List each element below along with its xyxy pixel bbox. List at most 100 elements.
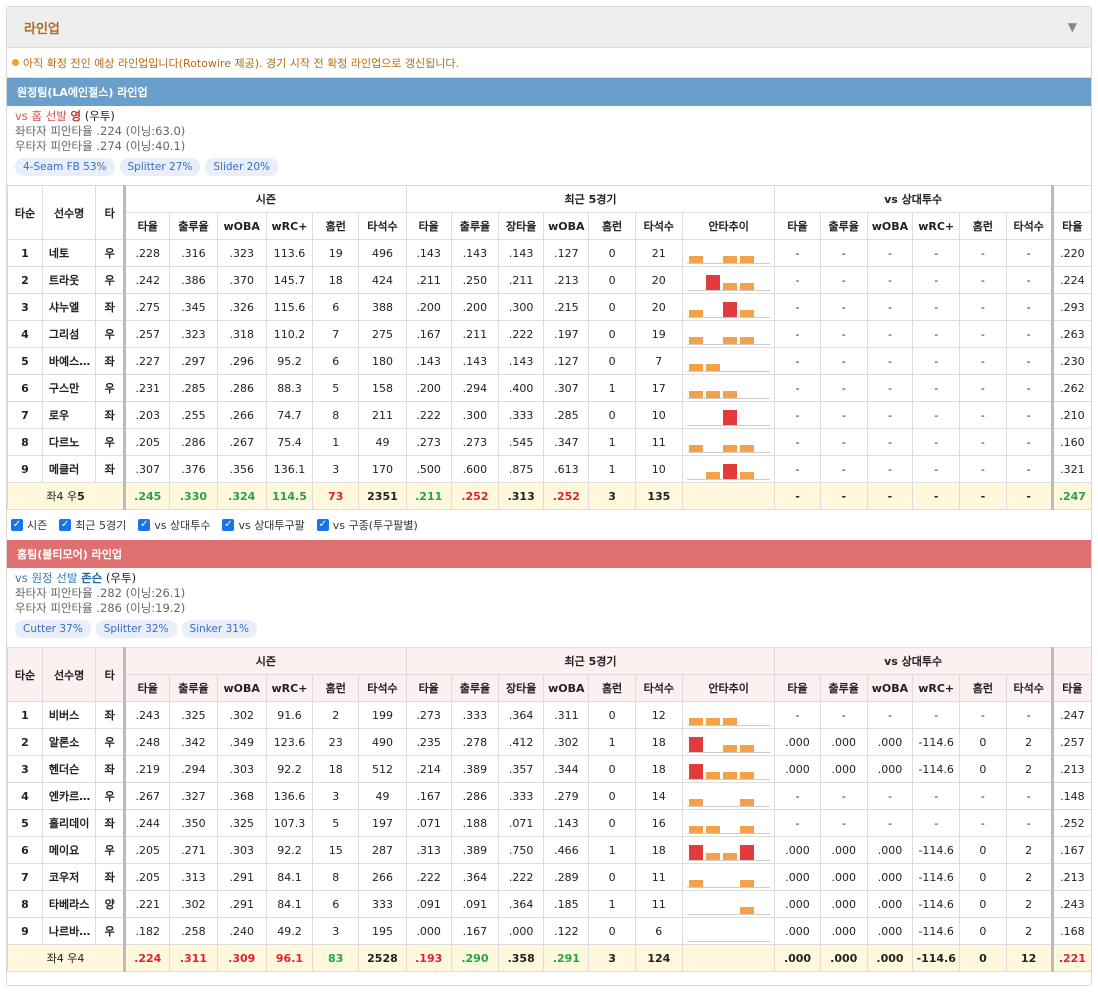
col-recent-stat[interactable]: 안타추이 [681,212,776,240]
table-row[interactable]: 6 메이요 우 .205.271.303 92.2 15 287.313.389.750.4… [7,836,1091,864]
col-vs-stat[interactable]: 타율 [774,212,821,240]
col-vs-stat[interactable]: wOBA [866,674,914,702]
checkbox-checked-icon[interactable]: ✓ [11,519,23,531]
col-recent-stat[interactable]: 출루율 [450,212,500,240]
col-season-stat[interactable]: wRC+ [265,674,314,702]
col-recent-stat[interactable]: wOBA [543,674,590,702]
col-season-stat[interactable]: 타율 [123,212,171,240]
starter-name[interactable]: 영 [70,109,82,123]
table-row[interactable]: 6 구스만 우 .231.285.286 88.3 5 158.200.294.400.30… [7,374,1091,402]
table-row[interactable]: 4 그리섬 우 .257.323.318 110.2 7 275.167.211.222.1… [7,320,1091,348]
player-name[interactable]: 바예스테로스 [41,347,97,375]
check-season[interactable]: ✓ 시즌 [11,519,48,532]
col-vs-stat[interactable]: 타석수 [1005,212,1053,240]
col-season-stat[interactable]: 출루율 [169,674,218,702]
col-recent-stat[interactable]: 타율 [405,674,452,702]
collapse-caret-icon[interactable]: ▼ [1067,20,1077,34]
table-row[interactable]: 5바예스테로스좌.227.297.29695.26180.143.143.143… [7,347,1091,375]
batting-order: 9 [7,917,43,945]
player-name[interactable]: 트라웃 [41,266,97,294]
col-order[interactable]: 타순 [7,647,43,702]
player-name[interactable]: 그리섬 [41,320,97,348]
table-row[interactable]: 9 나르바에스 우 .182.258.240 49.2 3 195.000.167.000.… [7,917,1091,945]
col-recent-stat[interactable]: 안타추이 [681,674,776,702]
col-season-stat[interactable]: 출루율 [169,212,218,240]
col-vs-stat[interactable]: 출루율 [819,212,868,240]
recent-stat: 1 [588,836,636,864]
col-season-stat[interactable]: wRC+ [265,212,314,240]
check-vs-pitch-type[interactable]: ✓ vs 구종(투구팔별) [316,519,418,532]
checkbox-checked-icon[interactable]: ✓ [138,519,151,531]
col-season-stat[interactable]: 타율 [123,674,171,702]
player-name[interactable]: 샤누엘 [41,293,97,321]
col-recent-stat[interactable]: 타율 [405,212,452,240]
table-row[interactable]: 1 네토 우 .228.316.323 113.6 19 496.143.143.143.1… [7,239,1091,267]
player-name[interactable]: 로우 [41,401,97,429]
player-name[interactable]: 코우저 [41,863,97,891]
col-vs-stat[interactable]: 홈런 [959,674,1007,702]
checkbox-checked-icon[interactable]: ✓ [59,519,72,531]
col-season-stat[interactable]: 홈런 [312,212,360,240]
player-name[interactable]: 메이요 [41,836,97,864]
col-vs-stat[interactable]: wRC+ [912,674,961,702]
col-vs-stat[interactable]: wRC+ [912,212,961,240]
col-recent-stat[interactable]: 출루율 [450,674,500,702]
col-recent-stat[interactable]: wOBA [543,212,590,240]
check-vs-arm[interactable]: ✓ vs 상대투구팔 [222,519,305,532]
table-row[interactable]: 8 다르노 우 .205.286.267 75.4 1 49.273.273.545.347… [7,428,1091,456]
table-row[interactable]: 3 헨더슨 좌 .219.294.303 92.2 18 512.214.389.357.3… [7,755,1091,783]
table-row[interactable]: 9 메클러 좌 .307.376.356 136.1 3 170.500.600.875.6… [7,455,1091,483]
player-name[interactable]: 구스만 [41,374,97,402]
col-vs-stat[interactable]: 타석수 [1005,674,1053,702]
table-row[interactable]: 2 트라웃 우 .242.386.370 145.7 18 424.211.250.211.… [7,266,1091,294]
table-row[interactable]: 3 샤누엘 좌 .275.345.326 115.6 6 388.200.200.300.2… [7,293,1091,321]
table-row[interactable]: 5 홀리데이 좌 .244.350.325 107.3 5 197.071.188.071.… [7,809,1091,837]
col-season-stat[interactable]: wOBA [216,212,267,240]
table-row[interactable]: 7 로우 좌 .203.255.266 74.7 8 211.222.300.333.285… [7,401,1091,429]
player-name[interactable]: 메클러 [41,455,97,483]
col-season-stat[interactable]: wOBA [216,674,267,702]
col-vs-stat[interactable]: 홈런 [959,212,1007,240]
col-extra-stat[interactable]: 타율 [1050,674,1091,702]
col-extra-stat[interactable]: 타율 [1050,212,1091,240]
player-name[interactable]: 홀리데이 [41,809,97,837]
col-season-stat[interactable]: 홈런 [312,674,360,702]
col-hand[interactable]: 타 [95,647,126,702]
player-name[interactable]: 엔카르나시... [41,782,97,810]
player-name[interactable]: 비버스 [41,701,97,729]
col-order[interactable]: 타순 [7,185,43,240]
season-stat: 115.6 [265,293,314,321]
col-vs-stat[interactable]: 출루율 [819,674,868,702]
table-row[interactable]: 4엔카르나시...우.267.327.368136.6349.167.286.3… [7,782,1091,810]
col-season-stat[interactable]: 타석수 [358,212,407,240]
col-recent-stat[interactable]: 홈런 [588,212,636,240]
player-name[interactable]: 헨더슨 [41,755,97,783]
col-recent-stat[interactable]: 타석수 [634,212,683,240]
col-recent-stat[interactable]: 장타율 [498,212,545,240]
col-hand[interactable]: 타 [95,185,126,240]
player-name[interactable]: 다르노 [41,428,97,456]
panel-header[interactable]: 라인업 ▼ [7,7,1091,48]
check-vs-pitcher[interactable]: ✓ vs 상대투수 [138,519,211,532]
player-name[interactable]: 나르바에스 [41,917,97,945]
col-recent-stat[interactable]: 홈런 [588,674,636,702]
player-name[interactable]: 타베라스 [41,890,97,918]
col-vs-stat[interactable]: wOBA [866,212,914,240]
checkbox-checked-icon[interactable]: ✓ [222,519,235,531]
summary-recent-stat: 3 [588,482,636,510]
col-vs-stat[interactable]: 타율 [774,674,821,702]
col-recent-stat[interactable]: 타석수 [634,674,683,702]
starter-name[interactable]: 존슨 [81,571,103,585]
player-name[interactable]: 알론소 [41,728,97,756]
table-row[interactable]: 7 코우저 좌 .205.313.291 84.1 8 266.222.364.222.28… [7,863,1091,891]
col-name[interactable]: 선수명 [41,185,97,240]
table-row[interactable]: 8 타베라스 양 .221.302.291 84.1 6 333.091.091.364.1… [7,890,1091,918]
col-recent-stat[interactable]: 장타율 [498,674,545,702]
table-row[interactable]: 2 알론소 우 .248.342.349 123.6 23 490.235.278.412.… [7,728,1091,756]
col-name[interactable]: 선수명 [41,647,97,702]
check-recent5[interactable]: ✓ 최근 5경기 [59,519,127,532]
player-name[interactable]: 네토 [41,239,97,267]
table-row[interactable]: 1 비버스 좌 .243.325.302 91.6 2 199.273.333.364.31… [7,701,1091,729]
col-season-stat[interactable]: 타석수 [358,674,407,702]
checkbox-checked-icon[interactable]: ✓ [316,519,329,531]
